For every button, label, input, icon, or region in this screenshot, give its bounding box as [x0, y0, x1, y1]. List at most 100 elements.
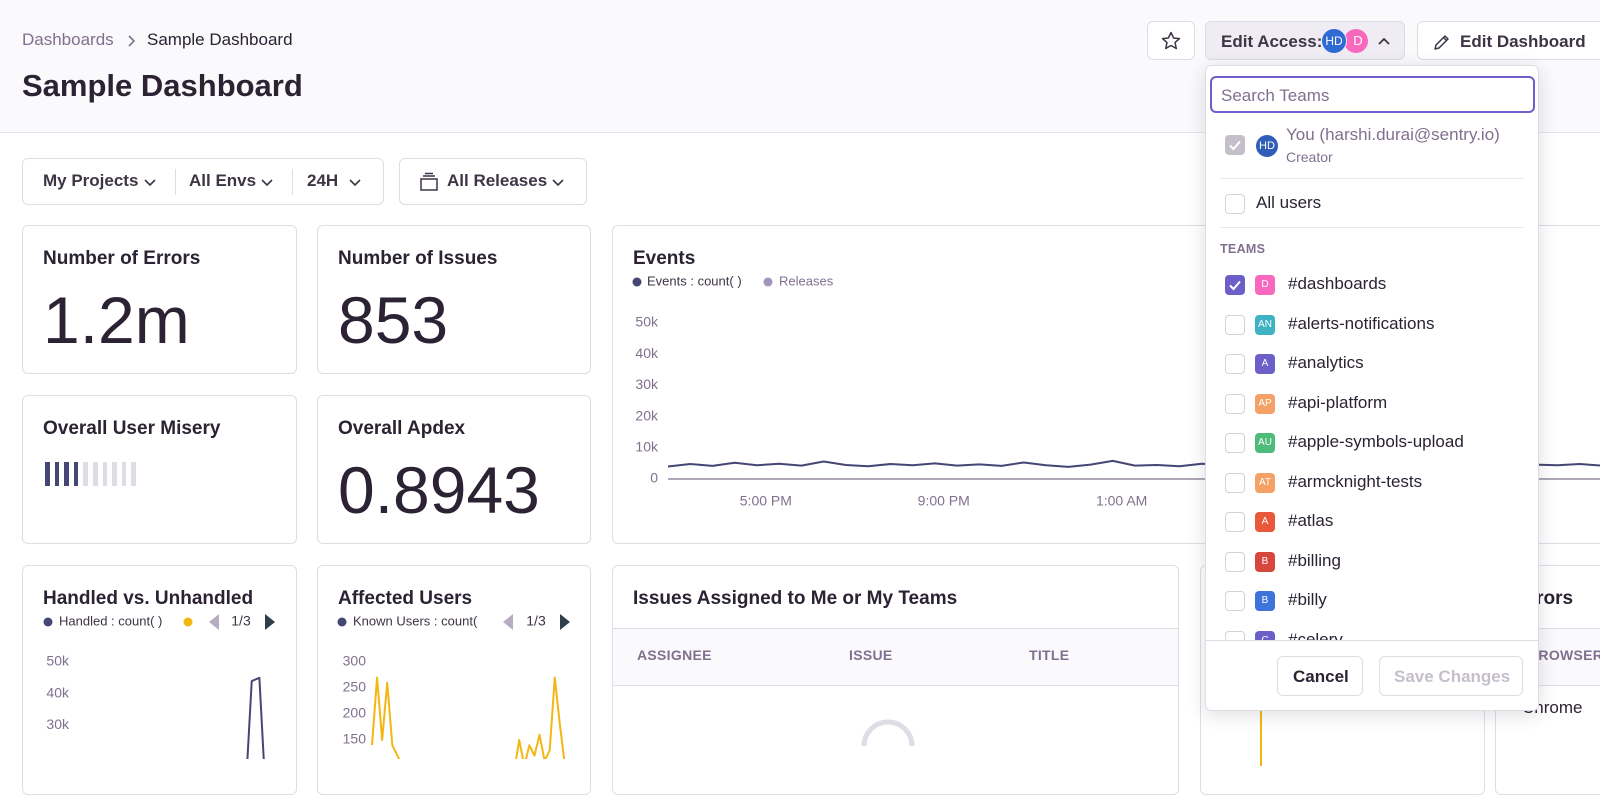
widget-issues: Number of Issues 853	[317, 225, 591, 374]
checkbox[interactable]	[1225, 433, 1245, 453]
team-name: #api-platform	[1288, 392, 1388, 412]
breadcrumb-current: Sample Dashboard	[147, 30, 293, 49]
checkbox[interactable]	[1225, 354, 1245, 374]
filter-projects[interactable]: My Projects	[43, 171, 139, 190]
misery-bar	[83, 462, 88, 486]
checkbox[interactable]	[1225, 472, 1245, 493]
check-icon	[1229, 140, 1241, 151]
chevron-down	[349, 179, 361, 187]
widget-handled: Handled vs. Unhandled	[22, 565, 297, 795]
avatar: D	[1344, 29, 1368, 53]
avatar-text: HD	[1325, 34, 1343, 48]
avatar-text: HD	[1259, 140, 1275, 152]
column-header: ASSIGNEE	[637, 647, 712, 663]
avatar-text: AP	[1258, 397, 1272, 409]
big-number: 1.2m	[43, 283, 190, 357]
checkbox[interactable]	[1225, 135, 1245, 155]
team-name: #analytics	[1288, 353, 1364, 372]
widget-title: Events	[633, 248, 696, 269]
team-avatar: AP	[1255, 393, 1275, 414]
edit-dashboard-button[interactable]: Edit Dashboard	[1417, 21, 1600, 60]
filter-envs[interactable]: All Envs	[189, 171, 257, 190]
misery-bar	[64, 462, 69, 486]
cancel-label: Cancel	[1293, 667, 1349, 686]
team-avatar: A	[1255, 512, 1275, 532]
divider	[175, 169, 176, 195]
all-users-label: All users	[1256, 193, 1322, 212]
cancel-button[interactable]: Cancel	[1277, 656, 1363, 696]
checkbox[interactable]	[1225, 275, 1245, 295]
filter-period[interactable]: 24H	[307, 171, 339, 190]
team-avatar: AU	[1255, 433, 1275, 453]
edit-dashboard-label: Edit Dashboard	[1460, 32, 1586, 51]
team-avatar: C	[1255, 630, 1275, 641]
releases-icon	[420, 172, 438, 191]
divider	[1220, 227, 1524, 228]
filter-group: My Projects All Envs 24H	[22, 158, 384, 205]
team-avatar: AN	[1255, 314, 1275, 335]
divider	[1220, 178, 1524, 179]
team-name: #billy	[1288, 590, 1327, 609]
big-number: 0.8943	[338, 453, 540, 527]
team-name: #armcknight-tests	[1288, 471, 1423, 491]
star-icon	[1161, 31, 1181, 50]
avatar: HD	[1322, 29, 1346, 53]
team-name: #celery	[1288, 629, 1343, 641]
avatar-text: AT	[1258, 476, 1272, 488]
team-name: #atlas	[1288, 511, 1334, 530]
team-avatar: B	[1255, 551, 1275, 572]
team-avatar: AT	[1255, 472, 1275, 493]
misery-bar	[93, 462, 98, 486]
checkbox[interactable]	[1225, 194, 1245, 214]
loading-spinner	[861, 719, 915, 747]
star-button[interactable]	[1147, 21, 1195, 60]
team-list: D #dashboards AN #alerts-notifications A #ana…	[1206, 266, 1538, 640]
column-header: TITLE	[1029, 647, 1070, 663]
save-label: Save Changes	[1394, 667, 1511, 686]
page: Dashboards Sample Dashboard Sample Dashb…	[0, 21, 1600, 795]
save-button[interactable]: Save Changes	[1379, 656, 1523, 696]
checkbox[interactable]	[1225, 314, 1245, 335]
checkbox[interactable]	[1225, 630, 1245, 640]
avatar-text: C	[1261, 634, 1269, 641]
checkbox[interactable]	[1225, 393, 1245, 414]
misery-bar	[121, 462, 127, 486]
widget-title: Issues Assigned to Me or My Teams	[633, 588, 958, 609]
big-number: 853	[338, 283, 449, 357]
widget-assigned: Issues Assigned to Me or My Teams ASSIGN…	[612, 565, 1179, 795]
edit-access-button[interactable]: Edit Access: D HD	[1205, 21, 1405, 60]
widget-title: Number of Issues	[338, 248, 498, 269]
checkbox[interactable]	[1225, 551, 1245, 572]
team-name: #alerts-notifications	[1288, 313, 1435, 333]
team-name: #apple-symbols-upload	[1288, 432, 1464, 451]
releases-label: All Releases	[447, 171, 548, 190]
team-avatar: D	[1255, 275, 1275, 295]
team-avatar: B	[1255, 591, 1275, 611]
widget-title: Overall Apdex	[338, 418, 466, 439]
team-avatar: A	[1255, 354, 1275, 374]
user-role: Creator	[1286, 149, 1333, 165]
avatar-text: A	[1261, 358, 1269, 369]
breadcrumb-chevron	[128, 35, 136, 47]
page-title: Sample Dashboard	[22, 68, 303, 103]
edit-access-label: Edit Access:	[1221, 32, 1323, 51]
avatar-text: D	[1261, 279, 1269, 290]
search-input[interactable]: Search Teams	[1210, 76, 1535, 113]
divider	[292, 169, 293, 195]
checkbox[interactable]	[1225, 512, 1245, 532]
search-placeholder: Search Teams	[1221, 86, 1330, 105]
checkbox[interactable]	[1225, 591, 1245, 611]
widget-title: Affected Users	[338, 588, 473, 609]
misery-bar	[73, 462, 79, 486]
avatar-text: A	[1261, 516, 1269, 527]
avatar: HD	[1256, 135, 1278, 157]
misery-bar	[45, 462, 50, 486]
widget-title: Overall User Misery	[43, 418, 221, 439]
widget-title: Number of Errors	[43, 248, 201, 269]
pencil-icon	[1434, 35, 1449, 50]
chevron-down	[144, 179, 156, 187]
breadcrumb-link[interactable]: Dashboards	[22, 30, 114, 49]
check-icon	[1229, 280, 1241, 291]
access-dropdown: Search Teams HD You (harshi.durai@sentry…	[1205, 65, 1539, 711]
releases-filter[interactable]: All Releases	[399, 158, 587, 205]
